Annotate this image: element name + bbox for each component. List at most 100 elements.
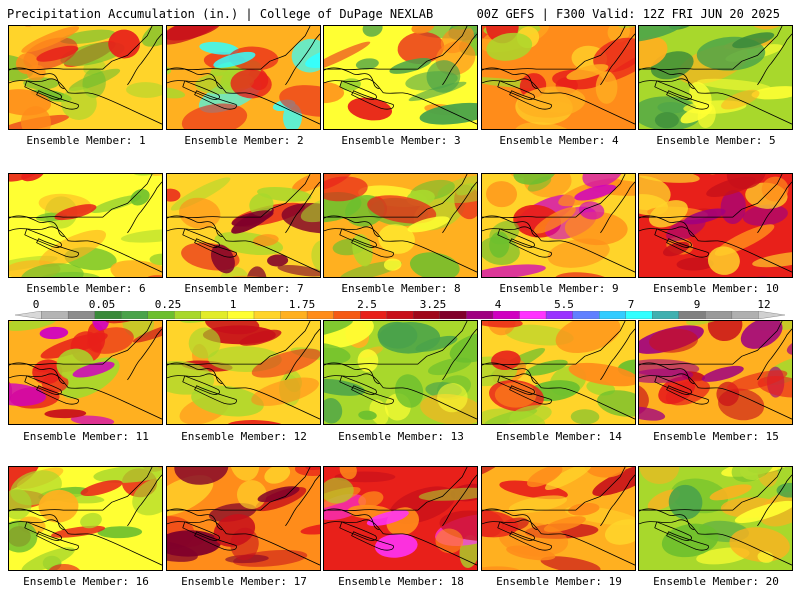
precip-blob: [578, 201, 605, 220]
precip-blob: [39, 326, 69, 340]
coastline: [482, 373, 635, 420]
precip-blob: [93, 467, 162, 483]
precip-blob: [409, 252, 460, 277]
coastline: [324, 373, 477, 420]
country-border: [9, 26, 153, 71]
precip-max-band: [566, 64, 609, 81]
precip-blob: [167, 26, 223, 45]
precip-blob: [205, 321, 260, 335]
precip-field: [324, 174, 477, 277]
colorbar-swatch: [306, 311, 335, 319]
precip-blob: [167, 86, 186, 99]
precip-max-band: [54, 204, 97, 221]
precip-blob: [357, 349, 379, 373]
coastline: [167, 215, 223, 238]
ensemble-member-map: [481, 25, 636, 130]
precip-blob: [595, 71, 618, 104]
precip-blob: [355, 58, 379, 70]
colorbar-tick-label: 12: [757, 298, 771, 311]
precip-blob: [97, 526, 143, 539]
ensemble-member-caption: Ensemble Member: 13: [338, 430, 464, 443]
ensemble-member-caption: Ensemble Member: 4: [499, 134, 619, 147]
precip-blob: [324, 321, 353, 338]
precip-field: [482, 467, 635, 570]
precip-blob: [540, 556, 601, 570]
precip-blob: [482, 321, 523, 328]
precip-blob: [449, 331, 477, 363]
colorbar-swatch: [492, 311, 520, 319]
country-border: [167, 467, 311, 512]
coastline: [324, 226, 477, 273]
precip-blob: [267, 254, 289, 267]
ensemble-member-caption: Ensemble Member: 20: [653, 575, 779, 588]
colorbar-swatch: [121, 311, 149, 319]
precip-blob: [44, 409, 87, 419]
precip-blob: [440, 26, 475, 54]
coastline: [324, 215, 380, 238]
coastline: [324, 67, 380, 90]
precip-max-band: [36, 45, 79, 62]
precip-blob: [570, 409, 600, 424]
precip-blob: [761, 176, 789, 202]
ensemble-member-caption: Ensemble Member: 9: [499, 282, 619, 295]
precip-max-band: [80, 480, 123, 497]
coastline: [442, 33, 477, 86]
coastline: [167, 67, 223, 90]
precip-blob: [181, 103, 248, 129]
precip-blob: [411, 26, 435, 34]
coastline: [167, 226, 320, 273]
coastline: [600, 328, 635, 381]
precip-blob: [509, 405, 552, 424]
precip-blob: [508, 495, 568, 514]
precip-blob: [120, 228, 162, 243]
precip-blob: [21, 26, 80, 53]
precip-blob: [339, 467, 357, 480]
precip-max-band: [231, 210, 274, 227]
colorbar-tick-label: 9: [693, 298, 701, 311]
coastline: [285, 33, 320, 86]
ensemble-member-map: [638, 466, 793, 571]
coastline: [9, 78, 162, 125]
coastline: [127, 33, 162, 86]
coastline: [127, 181, 162, 234]
precip-blob: [604, 48, 635, 82]
coastline: [482, 508, 538, 531]
precip-blob: [727, 370, 788, 391]
great-lakes-outline: [497, 521, 552, 551]
precip-blob: [639, 26, 683, 43]
precip-blob: [251, 348, 320, 378]
coastline: [639, 519, 792, 566]
precip-blob: [729, 527, 790, 562]
precip-max-band: [239, 329, 282, 346]
precip-blob: [418, 487, 477, 501]
ensemble-member-caption: Ensemble Member: 7: [184, 282, 304, 295]
coastline: [285, 328, 320, 381]
great-lakes-outline: [654, 80, 709, 110]
precip-blob: [718, 388, 765, 421]
country-border: [324, 467, 468, 512]
precip-blob: [757, 376, 792, 398]
great-lakes-outline: [24, 228, 79, 258]
precip-blob: [639, 36, 668, 69]
precip-blob: [527, 467, 563, 488]
colorbar-tick-label: 1: [229, 298, 237, 311]
coastline: [482, 362, 538, 385]
ensemble-member-caption: Ensemble Member: 15: [653, 430, 779, 443]
colorbar-tick-label: 4: [494, 298, 502, 311]
coastline: [442, 474, 477, 527]
precip-blob: [408, 81, 467, 102]
precip-max-band: [525, 359, 568, 376]
precip-blob: [662, 241, 690, 257]
ensemble-member-caption: Ensemble Member: 11: [23, 430, 149, 443]
precip-blob: [324, 174, 354, 192]
precip-blob: [300, 523, 320, 535]
precip-blob: [499, 480, 568, 500]
precip-blob: [593, 37, 635, 73]
colorbar-swatch: [67, 311, 96, 319]
precip-blob: [9, 488, 32, 520]
colorbar-swatch: [519, 311, 547, 319]
colorbar-swatch: [147, 311, 175, 319]
country-border: [639, 467, 783, 512]
precip-blob: [251, 377, 319, 406]
ensemble-member-map: [166, 320, 321, 425]
